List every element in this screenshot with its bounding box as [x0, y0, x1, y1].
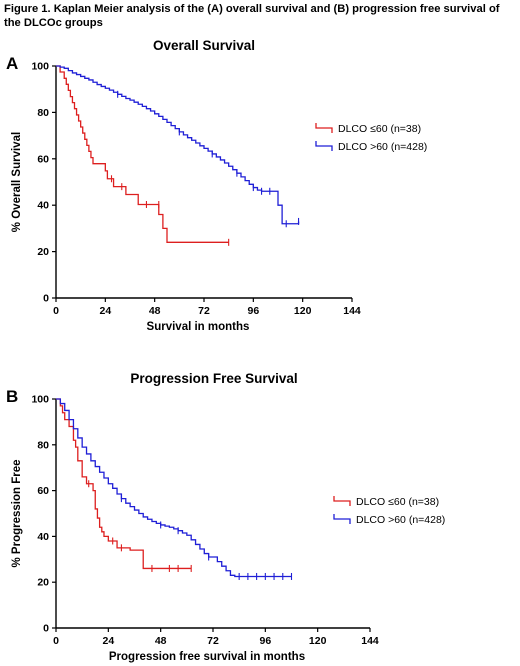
x-axis-label: Survival in months	[147, 321, 250, 333]
survival-curve-dlco-low	[56, 398, 192, 570]
legend-swatch	[333, 514, 351, 524]
figure-title: Figure 1. Kaplan Meier analysis of the (…	[4, 3, 500, 29]
x-tick-label: 24	[99, 305, 111, 317]
y-tick-label: 80	[37, 107, 49, 119]
y-axis-label: % Progression Free	[11, 459, 23, 567]
panel-letter-a: A	[6, 54, 19, 73]
y-axis-label: % Overall Survival	[11, 132, 23, 232]
x-tick-label: 72	[207, 635, 219, 647]
y-tick-label: 100	[31, 394, 49, 406]
x-tick-label: 144	[343, 305, 361, 317]
survival-curve-dlco-high	[56, 398, 292, 578]
overall-survival-chart: 0 20 40 60 80 100 0 24 48 72 96 120 144 Survival in m…	[11, 61, 427, 334]
x-tick-label: 96	[259, 635, 271, 647]
y-tick-label: 40	[37, 200, 49, 212]
x-tick-label: 144	[361, 635, 379, 647]
x-tick-label: 48	[149, 305, 161, 317]
y-tick-label: 40	[37, 531, 49, 543]
x-tick-label: 72	[198, 305, 210, 317]
legend-label: DLCO >60 (n=428)	[356, 514, 445, 526]
y-tick-label: 60	[37, 485, 49, 497]
x-tick-label: 120	[294, 305, 312, 317]
x-tick-label: 96	[247, 305, 259, 317]
legend-label: DLCO ≤60 (n=38)	[338, 123, 421, 135]
x-tick-label: 0	[53, 305, 59, 317]
legend-swatch	[315, 123, 333, 133]
y-tick-label: 0	[43, 293, 49, 305]
y-tick-label: 100	[31, 61, 49, 73]
legend-swatch	[315, 141, 333, 151]
plot-title-b: Progression Free Survival	[130, 371, 298, 386]
legend-swatch	[333, 496, 351, 506]
y-tick-label: 60	[37, 153, 49, 165]
y-tick-label: 80	[37, 439, 49, 451]
survival-curve-dlco-low	[56, 65, 229, 243]
panel-letter-b: B	[6, 387, 19, 406]
survival-curve-dlco-high	[56, 65, 300, 225]
x-tick-label: 0	[53, 635, 59, 647]
x-axis-label: Progression free survival in months	[109, 651, 305, 663]
y-tick-label: 20	[37, 577, 49, 589]
x-tick-label: 120	[309, 635, 327, 647]
y-tick-label: 0	[43, 623, 49, 635]
plot-title-a: Overall Survival	[152, 38, 256, 53]
y-tick-label: 20	[37, 246, 49, 258]
x-tick-label: 24	[102, 635, 114, 647]
legend-label: DLCO ≤60 (n=38)	[356, 496, 439, 508]
x-tick-label: 48	[155, 635, 167, 647]
legend-label: DLCO >60 (n=428)	[338, 141, 427, 153]
